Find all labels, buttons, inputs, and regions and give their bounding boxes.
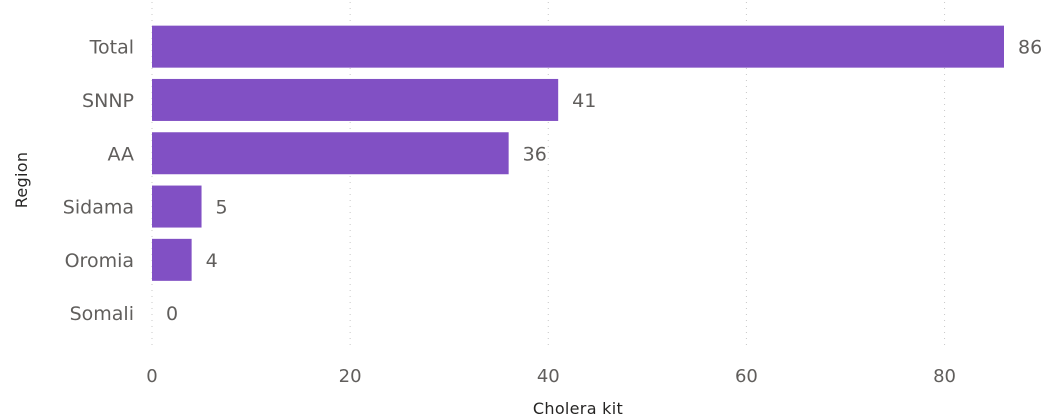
x-tick-labels: 0 20 40 60 80 bbox=[146, 366, 956, 387]
bar-oromia[interactable] bbox=[152, 238, 192, 281]
data-label-sidama: 5 bbox=[216, 197, 228, 219]
x-tick-label-60: 60 bbox=[735, 366, 758, 387]
y-axis-title: Region bbox=[12, 152, 31, 209]
data-label-total: 86 bbox=[1018, 37, 1042, 59]
gridlines bbox=[151, 2, 946, 350]
x-tick-label-0: 0 bbox=[146, 366, 157, 387]
x-tick-label-80: 80 bbox=[933, 366, 956, 387]
data-label-somali: 0 bbox=[166, 303, 178, 325]
data-label-oromia: 4 bbox=[206, 250, 218, 272]
category-label-total: Total bbox=[89, 37, 134, 59]
category-label-snnp: SNNP bbox=[82, 90, 134, 112]
x-tick-label-20: 20 bbox=[339, 366, 362, 387]
x-axis-title: Cholera kit bbox=[533, 399, 623, 418]
category-label-aa: AA bbox=[107, 143, 134, 165]
bar-snnp[interactable] bbox=[152, 78, 559, 121]
category-label-sidama: Sidama bbox=[63, 197, 134, 219]
data-label-aa: 36 bbox=[523, 143, 547, 165]
category-labels: Total SNNP AA Sidama Oromia Somali bbox=[63, 37, 134, 325]
bars bbox=[152, 25, 1004, 281]
category-label-oromia: Oromia bbox=[65, 250, 134, 272]
data-labels: 86 41 36 5 4 0 bbox=[166, 37, 1042, 325]
x-tick-label-40: 40 bbox=[537, 366, 560, 387]
data-label-snnp: 41 bbox=[572, 90, 596, 112]
bar-sidama[interactable] bbox=[152, 185, 202, 228]
category-label-somali: Somali bbox=[70, 303, 134, 325]
bar-total[interactable] bbox=[152, 25, 1004, 68]
bar-aa[interactable] bbox=[152, 132, 509, 175]
